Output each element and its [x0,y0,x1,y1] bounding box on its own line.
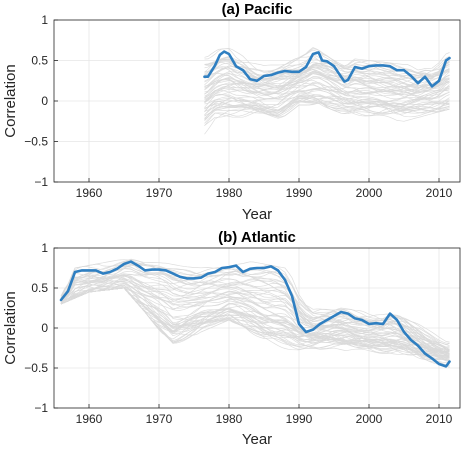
ensemble-line [204,97,450,122]
x-axis-label: Year [242,431,272,448]
series-line [203,50,451,88]
x-tick-label: 2010 [426,186,453,200]
x-tick-label: 2010 [426,412,453,426]
ensemble-line [204,100,450,135]
x-axis-label: Year [242,206,272,223]
ensemble-line [60,287,450,358]
ensemble-line [60,262,450,345]
ensemble-line [204,77,450,107]
series-lines [59,260,451,368]
chart-title: (b) Atlantic [218,229,296,246]
y-tick-label: 1 [41,241,48,255]
y-tick-label: −1 [34,175,48,189]
x-tick-label: 2000 [356,412,383,426]
ensemble-line [204,55,450,74]
y-axis-label: Correlation [2,64,19,137]
ensemble-line [204,94,450,115]
ensemble-line [204,58,450,87]
ensemble-line [204,86,450,108]
x-tick-label: 1960 [76,186,103,200]
x-tick-label: 1980 [216,412,243,426]
x-tick-label: 2000 [356,186,383,200]
ensemble-line [60,272,450,348]
ensemble-line [204,62,450,77]
y-tick-label: −0.5 [24,361,48,375]
x-tick-labels: 1960 1970 1980 1990 2000 2010 [76,178,453,200]
ensemble-lines [60,258,450,368]
x-tick-labels: 1960 1970 1980 1990 2000 2010 [76,404,453,426]
x-tick-label: 1990 [286,412,313,426]
y-tick-labels: −1 −0.5 0 0.5 1 [24,241,58,415]
ensemble-line [60,264,450,352]
ensemble-line [204,95,450,117]
y-tick-label: 0 [41,94,48,108]
panel-atlantic: 1960 1970 1980 1990 2000 2010 −1 −0.5 0 0.5 1 (b)… [2,229,461,448]
ensemble-line [60,287,450,352]
ensemble-line [204,97,450,120]
panel-pacific: 1960 1970 1980 1990 2000 2010 −1 −0.5 0 0.5 1 (a)… [2,1,461,223]
y-tick-labels: −1 −0.5 0 0.5 1 [24,13,58,189]
ensemble-line [204,95,450,124]
ensemble-line [60,265,450,351]
y-axis-label: Correlation [2,291,19,364]
ensemble-line [204,73,450,95]
y-tick-label: 0 [41,321,48,335]
ensemble-line [60,286,450,355]
ensemble-line [60,285,450,362]
y-tick-label: −0.5 [24,135,48,149]
ensemble-line [60,274,450,347]
x-tick-label: 1960 [76,412,103,426]
ensemble-line [204,85,450,107]
ensemble-line [204,63,450,91]
y-tick-label: 0.5 [31,54,48,68]
chart-title: (a) Pacific [222,1,293,18]
x-tick-label: 1970 [146,412,173,426]
x-tick-label: 1970 [146,186,173,200]
y-tick-label: 0.5 [31,281,48,295]
ensemble-line [204,76,450,98]
ensemble-lines [204,47,450,135]
x-tick-label: 1990 [286,186,313,200]
series-lines [203,50,451,88]
ensemble-line [204,66,450,94]
y-tick-label: 1 [41,13,48,27]
y-tick-label: −1 [34,401,48,415]
ensemble-line [204,66,450,93]
ensemble-line [204,89,450,110]
series-line [59,260,451,368]
ensemble-line [204,56,450,79]
x-tick-label: 1980 [216,186,243,200]
